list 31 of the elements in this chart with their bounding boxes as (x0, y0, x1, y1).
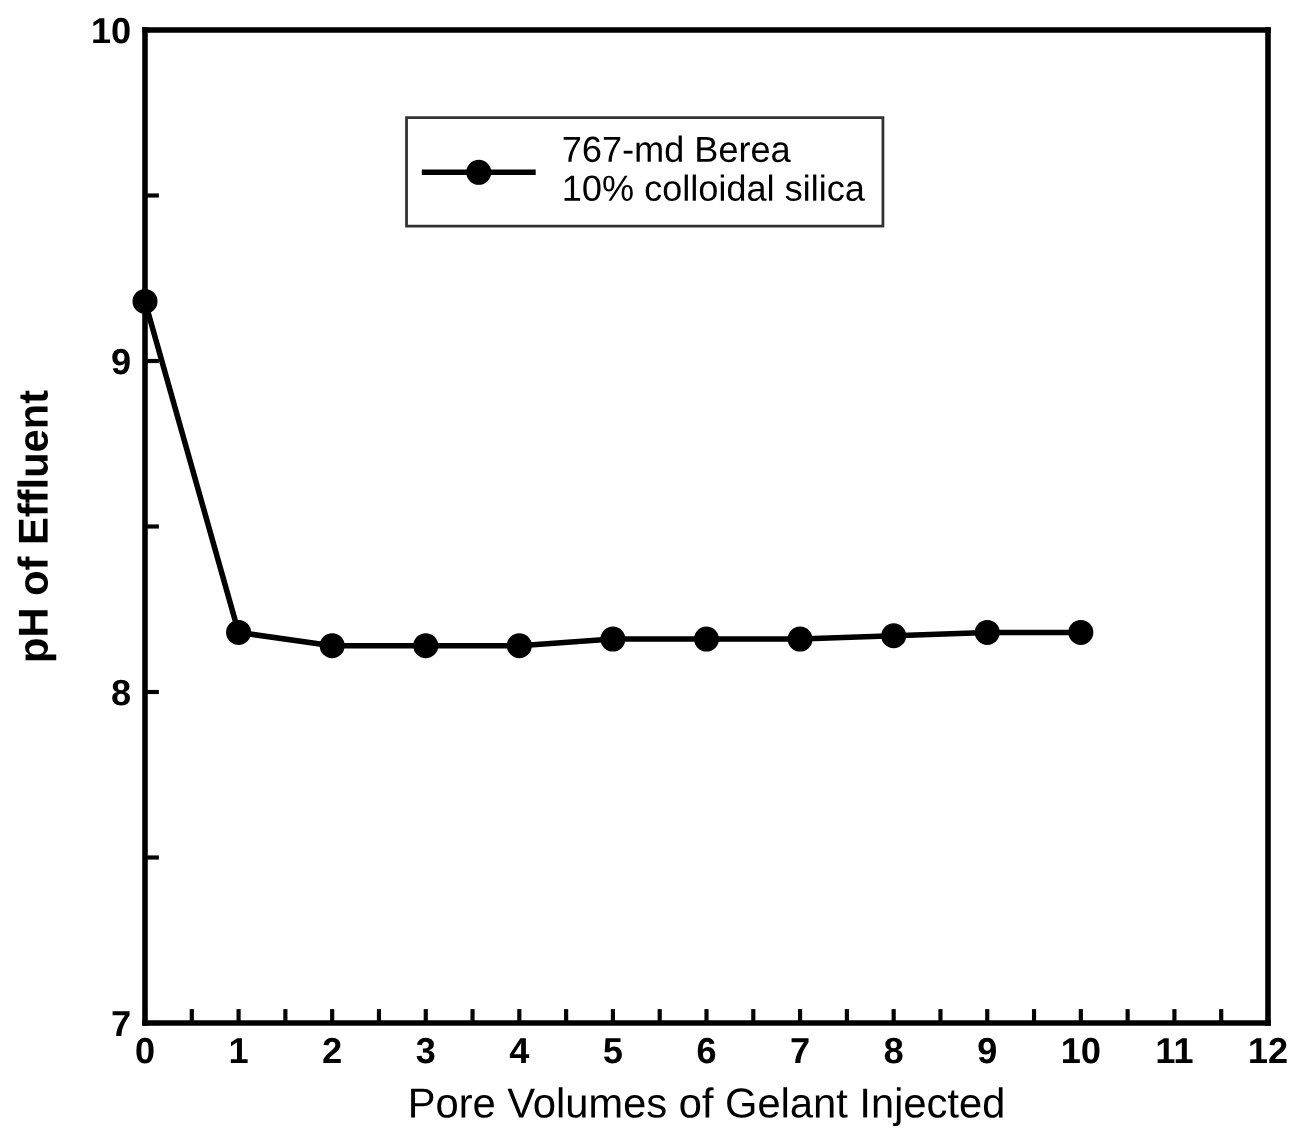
point (787, 626, 813, 652)
point (413, 633, 439, 659)
y-tick-label: 9 (112, 348, 130, 375)
point (506, 633, 532, 659)
x-tick-label: 12 (1250, 1037, 1287, 1064)
y-tick-label: 10 (93, 17, 130, 44)
x-tick-label: 5 (603, 1038, 622, 1064)
x-tick-label: 4 (509, 1038, 530, 1064)
x-tick-label: 1 (230, 1038, 248, 1064)
x-tick-label: 9 (978, 1037, 996, 1064)
point (693, 626, 720, 652)
y-tick-label: 7 (112, 1011, 130, 1037)
x-tick-label: 10 (1063, 1037, 1100, 1064)
x-tick-label: 0 (136, 1037, 154, 1064)
legend-label: 767-md Berea 10% colloidal silica (563, 135, 865, 202)
point (974, 619, 1000, 645)
x-tick-label: 2 (323, 1037, 341, 1064)
x-tick-label: 3 (416, 1037, 435, 1064)
x-tick-label: 6 (697, 1037, 716, 1064)
point (226, 619, 252, 645)
x-axis-title: Pore Volumes of Gelant Injected (411, 1087, 1003, 1127)
point (881, 623, 907, 649)
point (319, 633, 345, 659)
x-tick-label: 11 (1157, 1038, 1193, 1064)
x-tick-label: 8 (884, 1037, 903, 1064)
y-tick-label: 8 (112, 679, 131, 706)
y-axis-title: pH of Effluent (17, 390, 57, 661)
point (1068, 619, 1094, 645)
x-tick-label: 7 (791, 1038, 809, 1064)
point (132, 288, 158, 314)
point (600, 626, 626, 652)
